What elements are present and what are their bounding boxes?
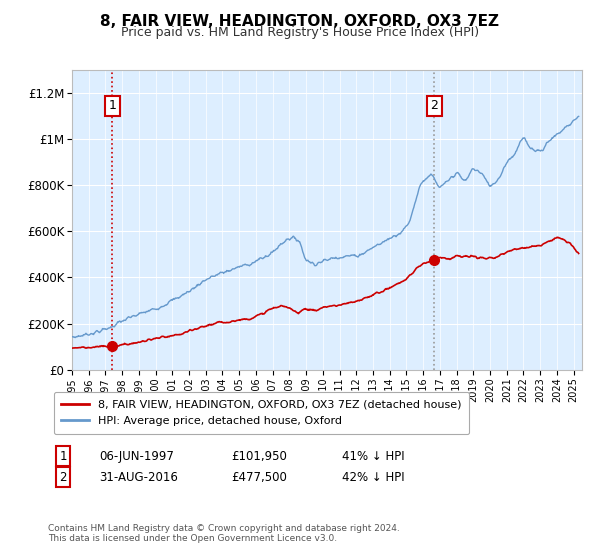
Text: Contains HM Land Registry data © Crown copyright and database right 2024.
This d: Contains HM Land Registry data © Crown c… xyxy=(48,524,400,543)
Text: 1: 1 xyxy=(59,450,67,463)
Text: Price paid vs. HM Land Registry's House Price Index (HPI): Price paid vs. HM Land Registry's House … xyxy=(121,26,479,39)
Text: 41% ↓ HPI: 41% ↓ HPI xyxy=(342,450,404,463)
Text: 31-AUG-2016: 31-AUG-2016 xyxy=(99,470,178,484)
Legend: 8, FAIR VIEW, HEADINGTON, OXFORD, OX3 7EZ (detached house), HPI: Average price, : 8, FAIR VIEW, HEADINGTON, OXFORD, OX3 7E… xyxy=(53,392,469,434)
Text: 2: 2 xyxy=(430,100,438,113)
Text: 1: 1 xyxy=(109,100,116,113)
Text: 42% ↓ HPI: 42% ↓ HPI xyxy=(342,470,404,484)
Text: 06-JUN-1997: 06-JUN-1997 xyxy=(99,450,174,463)
Text: 2: 2 xyxy=(59,470,67,484)
Text: £101,950: £101,950 xyxy=(231,450,287,463)
Text: £477,500: £477,500 xyxy=(231,470,287,484)
Text: 8, FAIR VIEW, HEADINGTON, OXFORD, OX3 7EZ: 8, FAIR VIEW, HEADINGTON, OXFORD, OX3 7E… xyxy=(101,14,499,29)
